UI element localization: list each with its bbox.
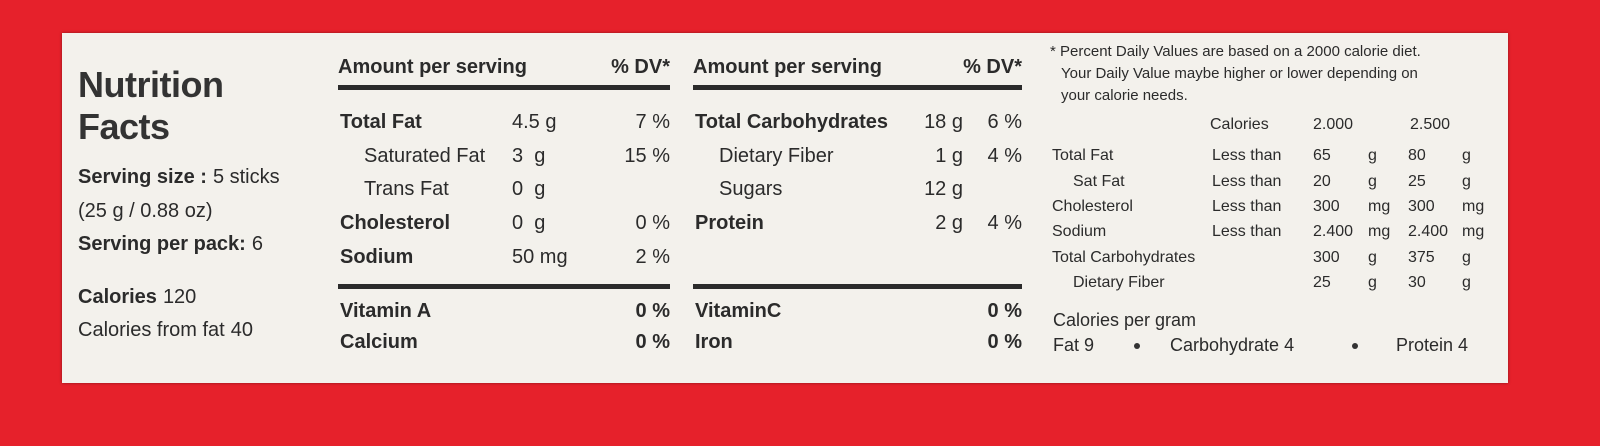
footnote-line: your calorie needs. xyxy=(1061,86,1188,104)
per-gram-item: Fat 9 xyxy=(1053,335,1095,356)
vitamin-dv: 0 % xyxy=(635,300,670,322)
calories-value: 120 xyxy=(162,286,197,308)
dv-table-value: 20 xyxy=(1313,172,1331,190)
dv-table-name: Cholesterol xyxy=(1052,198,1133,215)
dv-table-value: 300 xyxy=(1313,198,1340,215)
dv-table-value: 25 xyxy=(1408,172,1426,190)
dv-table-unit: g xyxy=(1462,274,1471,292)
servings-per-pack-value: 6 xyxy=(251,233,263,255)
nutrient-amount: 1 g xyxy=(935,145,963,167)
dv-table-value: 300 xyxy=(1408,198,1435,215)
title: Nutrition Facts xyxy=(78,64,224,147)
nutrient-name: Dietary Fiber xyxy=(719,145,834,167)
vitamin-dv: 0 % xyxy=(987,331,1022,353)
dv-table-value: 2.400 xyxy=(1408,223,1449,241)
servings-per-pack-label: Serving per pack: xyxy=(78,233,246,255)
nutrient-name: Saturated Fat xyxy=(364,145,486,167)
rule xyxy=(338,284,670,289)
dv-table-unit: g xyxy=(1368,172,1377,190)
dv-table-limit: Less than xyxy=(1212,172,1282,190)
vitamin-dv: 0 % xyxy=(987,300,1022,322)
nutrient-name: Protein xyxy=(695,212,764,234)
dv-table-unit: g xyxy=(1462,147,1471,165)
dv-table-name: Dietary Fiber xyxy=(1073,274,1165,292)
dv-table-name: Total Carbohydrates xyxy=(1052,248,1196,266)
rule xyxy=(338,85,670,90)
nutrient-amount: 4.5 g xyxy=(512,111,557,133)
dv-table-value: 65 xyxy=(1313,147,1331,165)
dv-table-unit: g xyxy=(1368,248,1377,266)
nutrient-dv: 0 % xyxy=(635,212,670,234)
footnote-line: Your Daily Value maybe higher or lower d… xyxy=(1061,64,1418,82)
dv-table-unit: g xyxy=(1368,147,1377,165)
per-gram-item: Protein 4 xyxy=(1396,335,1469,356)
nutrient-name: Trans Fat xyxy=(364,178,449,200)
vitamin-dv: 0 % xyxy=(635,331,670,353)
dv-table-value: 25 xyxy=(1313,274,1331,292)
nutrient-amount: 2 g xyxy=(935,212,963,234)
nutrient-name: Total Carbohydrates xyxy=(695,111,888,133)
nutrient-dv: 4 % xyxy=(987,212,1022,234)
nutrient-dv: 15 % xyxy=(624,145,670,167)
serving-weight: (25 g / 0.88 oz) xyxy=(78,200,213,222)
dv-header: % DV* xyxy=(963,56,1022,78)
dv-table-value: 80 xyxy=(1408,147,1426,165)
nutrient-amount: 0 g xyxy=(512,178,546,200)
dv-table-unit: mg xyxy=(1462,198,1485,215)
dv-table-name: Sodium xyxy=(1052,223,1107,241)
calories-from-fat-label: Calories from fat xyxy=(78,319,225,341)
dv-table-limit: Less than xyxy=(1212,223,1282,241)
dv-table-header: Calories xyxy=(1210,116,1269,134)
dv-table-value: 375 xyxy=(1408,248,1435,266)
serving-size-value: 5 sticks xyxy=(212,166,280,188)
dv-table-limit: Less than xyxy=(1212,198,1282,215)
nutrient-amount: 3 g xyxy=(512,145,546,167)
nutrient-dv: 4 % xyxy=(987,145,1022,167)
serving-size-label: Serving size : xyxy=(78,166,207,188)
nutrient-amount: 12 g xyxy=(924,178,963,200)
vitamin-name: Vitamin A xyxy=(340,300,432,322)
rule xyxy=(693,284,1022,289)
per-gram-item: Carbohydrate 4 xyxy=(1170,335,1295,356)
dv-table-unit: g xyxy=(1462,172,1471,190)
label-panel xyxy=(62,33,1508,383)
nutrient-amount: 50 mg xyxy=(512,246,568,268)
calories-from-fat-value: 40 xyxy=(230,319,253,341)
bullet xyxy=(1134,343,1140,349)
column-header: Amount per serving xyxy=(338,56,527,78)
dv-header: % DV* xyxy=(611,56,670,78)
vitamin-name: VitaminC xyxy=(695,300,782,322)
vitamin-name: Calcium xyxy=(340,331,418,353)
nutrient-dv: 7 % xyxy=(635,111,670,133)
nutrient-name: Cholesterol xyxy=(340,212,451,234)
dv-table-value: 2.400 xyxy=(1313,223,1354,241)
dv-table-limit: Less than xyxy=(1212,147,1282,165)
nutrient-amount: 0 g xyxy=(512,212,546,234)
nutrient-dv: 6 % xyxy=(987,111,1022,133)
rule xyxy=(693,85,1022,90)
nutrient-name: Sugars xyxy=(719,178,783,200)
dv-table-value: 300 xyxy=(1313,248,1340,266)
column-header: Amount per serving xyxy=(693,56,882,78)
dv-table-unit: mg xyxy=(1462,223,1485,241)
dv-table-name: Total Fat xyxy=(1052,147,1114,165)
nutrient-name: Sodium xyxy=(340,246,414,268)
footnote-line: * Percent Daily Values are based on a 20… xyxy=(1050,42,1421,60)
bullet xyxy=(1352,343,1358,349)
dv-table-value: 30 xyxy=(1408,274,1426,292)
dv-table-unit: mg xyxy=(1368,223,1391,241)
nutrient-amount: 18 g xyxy=(924,111,963,133)
per-gram-label: Calories per gram xyxy=(1053,310,1197,331)
dv-table-unit: g xyxy=(1462,248,1471,266)
vitamin-name: Iron xyxy=(695,331,733,353)
nutrient-name: Total Fat xyxy=(340,111,422,133)
nutrient-dv: 2 % xyxy=(635,246,670,268)
dv-table-header: 2.500 xyxy=(1410,116,1451,134)
dv-table-name: Sat Fat xyxy=(1073,172,1125,190)
dv-table-unit: mg xyxy=(1368,198,1391,215)
dv-table-unit: g xyxy=(1368,274,1377,292)
calories-label: Calories xyxy=(78,286,157,308)
dv-table-header: 2.000 xyxy=(1313,116,1354,134)
